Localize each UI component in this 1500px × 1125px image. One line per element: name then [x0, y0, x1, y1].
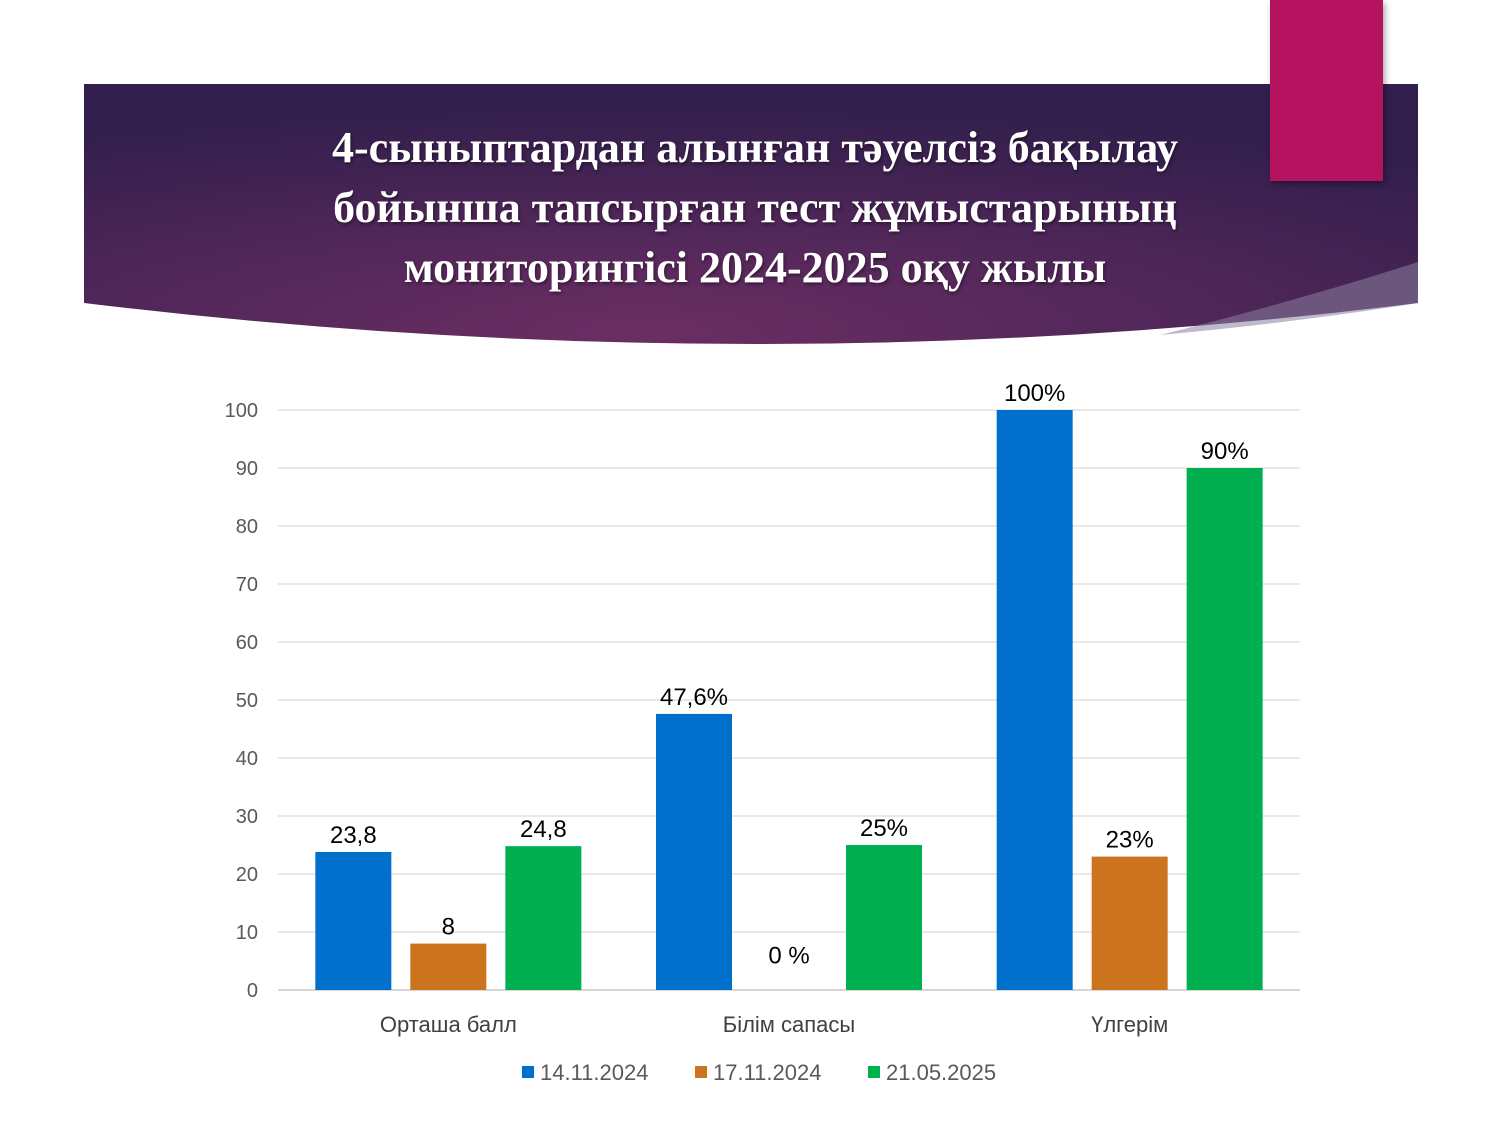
banner-shape	[84, 84, 1418, 344]
data-label: 90%	[1201, 438, 1249, 465]
data-label: 8	[442, 914, 455, 941]
y-tick-label: 20	[236, 864, 258, 886]
data-labels: 23,8 8 24,8 47,6% 0 % 25% 100% 23% 90%	[330, 380, 1249, 970]
x-axis-categories: Орташа балл Білім сапасы Үлгерім	[380, 1012, 1168, 1037]
bars	[315, 410, 1263, 990]
data-label: 23%	[1106, 827, 1154, 854]
title-line-3: мониторингісі 2024-2025 оқу жылы	[403, 243, 1107, 292]
legend-swatch	[522, 1066, 534, 1078]
legend-label: 14.11.2024	[540, 1060, 648, 1085]
bar	[505, 846, 582, 990]
title-line-1: 4-сыныптардан алынған тәуелсіз бақылау	[332, 123, 1178, 172]
title-banner	[84, 84, 1418, 344]
y-tick-label: 30	[236, 806, 258, 828]
bar	[656, 713, 732, 990]
x-category-label: Білім сапасы	[723, 1012, 855, 1037]
legend-swatch	[868, 1066, 880, 1078]
x-category-label: Орташа балл	[380, 1012, 517, 1037]
legend-swatch	[695, 1066, 707, 1078]
y-tick-label: 60	[236, 632, 258, 654]
y-tick-label: 70	[236, 574, 258, 596]
data-label: 25%	[860, 815, 908, 842]
data-label: 23,8	[330, 822, 377, 849]
title-line-2: бойынша тапсырған тест жұмыстарының	[333, 183, 1177, 232]
bar	[996, 410, 1073, 990]
legend-label: 17.11.2024	[713, 1060, 821, 1085]
data-label: 24,8	[520, 816, 567, 843]
bar	[1186, 468, 1263, 990]
data-label: 47,6%	[660, 684, 728, 711]
bar	[410, 943, 487, 990]
bar	[315, 851, 392, 990]
y-tick-label: 40	[236, 748, 258, 770]
data-label: 100%	[1004, 380, 1065, 407]
bar-chart: 0 10 20 30 40 50 60 70 80 90 100 23,8 8 24,8 47,6% 0 %…	[225, 380, 1300, 1085]
y-tick-label: 0	[247, 980, 258, 1002]
y-tick-label: 90	[236, 458, 258, 480]
legend-label: 21.05.2025	[886, 1060, 996, 1085]
y-axis-ticks: 0 10 20 30 40 50 60 70 80 90 100	[225, 400, 258, 1002]
legend: 14.11.2024 17.11.2024 21.05.2025	[522, 1060, 996, 1085]
bar	[1091, 856, 1168, 990]
y-tick-label: 80	[236, 516, 258, 538]
x-category-label: Үлгерім	[1091, 1012, 1168, 1037]
data-label: 0 %	[768, 943, 809, 970]
y-tick-label: 50	[236, 690, 258, 712]
accent-rectangle	[1270, 0, 1383, 181]
bar	[846, 845, 922, 990]
banner-swoosh	[1160, 262, 1418, 335]
slide-title: 4-сыныптардан алынған тәуелсіз бақылау б…	[200, 118, 1310, 298]
y-tick-label: 10	[236, 922, 258, 944]
y-tick-label: 100	[225, 400, 258, 422]
